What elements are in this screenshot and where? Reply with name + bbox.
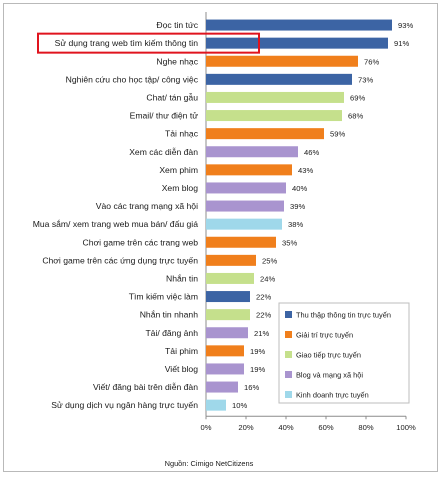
category-label: Nghe nhạc <box>156 56 198 66</box>
bar <box>206 182 286 194</box>
value-label: 91% <box>394 39 409 48</box>
bar <box>206 399 226 411</box>
value-label: 25% <box>262 256 277 265</box>
bar <box>206 164 292 176</box>
category-label: Tải phim <box>165 346 198 356</box>
value-label: 46% <box>304 148 319 157</box>
value-label: 10% <box>232 401 247 410</box>
x-tick-label: 80% <box>358 423 373 432</box>
bar <box>206 381 238 393</box>
value-label: 16% <box>244 383 259 392</box>
category-label: Xem phim <box>159 165 198 175</box>
value-label: 39% <box>290 202 305 211</box>
value-label: 69% <box>350 93 365 102</box>
source-note: Nguồn: Cimigo NetCitizens <box>165 459 254 468</box>
legend-swatch <box>285 391 292 398</box>
legend-swatch <box>285 311 292 318</box>
bar <box>206 200 284 212</box>
bar <box>206 110 342 122</box>
x-tick-label: 0% <box>201 423 212 432</box>
category-label: Đọc tin tức <box>156 20 198 30</box>
bar <box>206 37 388 49</box>
category-label: Nghiên cứu cho học tập/ công việc <box>66 74 199 84</box>
legend-label: Thu thập thông tin trực tuyến <box>296 311 391 320</box>
category-label: Viết/ đăng bài trên diễn đàn <box>93 382 198 392</box>
category-label: Chat/ tán gẫu <box>146 92 198 102</box>
value-label: 93% <box>398 21 413 30</box>
x-tick-label: 60% <box>318 423 333 432</box>
category-label: Sử dụng dịch vụ ngân hàng trực tuyến <box>51 400 198 410</box>
bar <box>206 55 358 67</box>
x-tick-label: 20% <box>238 423 253 432</box>
bar <box>206 363 244 375</box>
category-label: Vào các trang mạng xã hội <box>96 201 198 211</box>
value-label: 21% <box>254 329 269 338</box>
bar <box>206 128 324 140</box>
category-label: Nhắn tin nhanh <box>140 310 199 320</box>
value-label: 73% <box>358 75 373 84</box>
legend-swatch <box>285 371 292 378</box>
bar <box>206 73 352 85</box>
category-label: Viết blog <box>165 364 199 374</box>
legend-label: Blog và mạng xã hội <box>296 371 363 380</box>
value-label: 19% <box>250 365 265 374</box>
legend-label: Giải trí trực tuyến <box>296 331 353 340</box>
value-label: 35% <box>282 238 297 247</box>
category-label: Tìm kiếm việc làm <box>129 292 198 302</box>
value-label: 76% <box>364 57 379 66</box>
legend-swatch <box>285 351 292 358</box>
value-label: 40% <box>292 184 307 193</box>
category-label: Tải/ đăng ảnh <box>145 328 198 338</box>
category-label: Tải nhạc <box>165 129 199 139</box>
bar <box>206 345 244 357</box>
legend-box <box>278 302 410 404</box>
bar <box>206 309 250 321</box>
bar <box>206 218 282 230</box>
bar <box>206 272 254 284</box>
category-label: Sử dụng trang web tìm kiếm thông tin <box>55 38 199 48</box>
x-tick-label: 100% <box>396 423 416 432</box>
category-label: Xem blog <box>162 183 199 193</box>
value-label: 38% <box>288 220 303 229</box>
bar <box>206 327 248 339</box>
category-label: Chơi game trên các trang web <box>83 237 199 247</box>
x-tick-label: 40% <box>278 423 293 432</box>
category-label: Xem các diễn đàn <box>129 147 198 157</box>
value-label: 22% <box>256 293 271 302</box>
value-label: 19% <box>250 347 265 356</box>
value-label: 24% <box>260 274 275 283</box>
legend-label: Giao tiếp trực tuyến <box>296 351 361 360</box>
category-label: Nhắn tin <box>166 273 198 283</box>
bar <box>206 236 276 248</box>
category-label: Mua sắm/ xem trang web mua bán/ đấu giá <box>33 219 198 229</box>
highlight-box <box>37 32 260 54</box>
bar <box>206 91 344 103</box>
bar <box>206 291 250 303</box>
legend-swatch <box>285 331 292 338</box>
legend-label: Kinh doanh trực tuyến <box>296 391 369 400</box>
value-label: 43% <box>298 166 313 175</box>
value-label: 22% <box>256 311 271 320</box>
category-label: Chơi game trên các ứng dụng trực tuyến <box>42 255 198 265</box>
bar <box>206 146 298 158</box>
bar <box>206 19 392 31</box>
category-label: Email/ thư điện tử <box>130 111 199 121</box>
value-label: 68% <box>348 112 363 121</box>
bar <box>206 254 256 266</box>
value-label: 59% <box>330 130 345 139</box>
